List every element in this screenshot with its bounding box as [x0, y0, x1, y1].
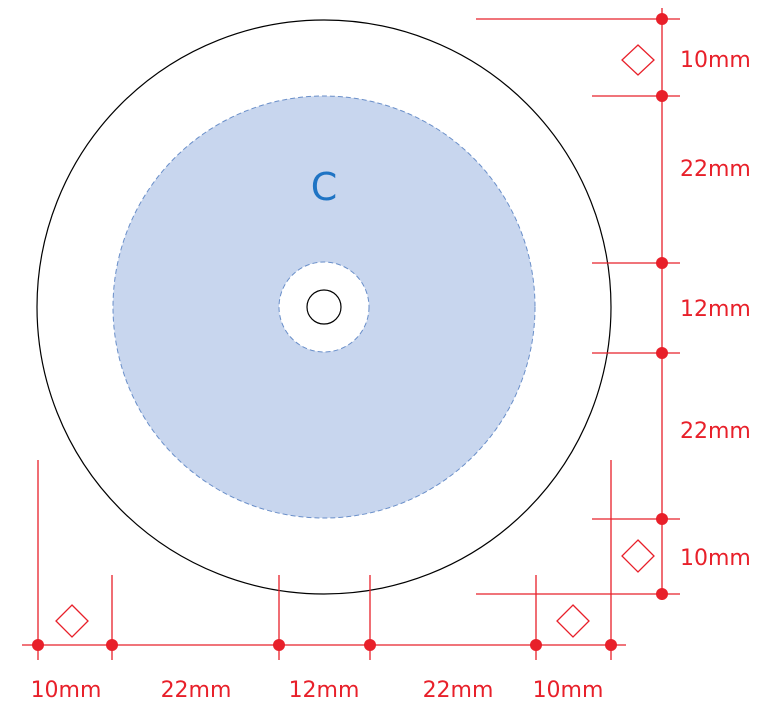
diamond-icon [556, 604, 590, 638]
dimension-point [656, 347, 668, 359]
dimension-label: 22mm [680, 157, 751, 182]
center-hole [306, 289, 342, 325]
diamond-icon [55, 604, 89, 638]
dimension-label: 22mm [680, 419, 751, 444]
dimension-label: 12mm [289, 678, 360, 703]
dimension-label: 10mm [680, 546, 751, 571]
dimension-point [656, 588, 668, 600]
vertical-dimension-chain: 10mm 22mm 12mm 22mm 10mm [476, 8, 751, 600]
dimension-label: 22mm [161, 678, 232, 703]
horizontal-dimension-chain: 10mm 22mm 12mm 22mm 10mm [22, 460, 626, 703]
dimension-point [605, 639, 617, 651]
dimension-point [656, 13, 668, 25]
dimension-label: 10mm [680, 48, 751, 73]
diamond-icon [621, 539, 655, 573]
dimension-point [273, 639, 285, 651]
dimension-point [32, 639, 44, 651]
dimension-label: 12mm [680, 297, 751, 322]
dimension-point [364, 639, 376, 651]
dimension-point [656, 90, 668, 102]
dimension-point [656, 513, 668, 525]
dimension-point [106, 639, 118, 651]
dimension-point [530, 639, 542, 651]
dimension-label: 10mm [533, 678, 604, 703]
dimension-label: 22mm [423, 678, 494, 703]
dimension-label: 10mm [31, 678, 102, 703]
diamond-icon [621, 44, 655, 76]
zone-label: C [311, 165, 338, 209]
dimension-point [656, 257, 668, 269]
